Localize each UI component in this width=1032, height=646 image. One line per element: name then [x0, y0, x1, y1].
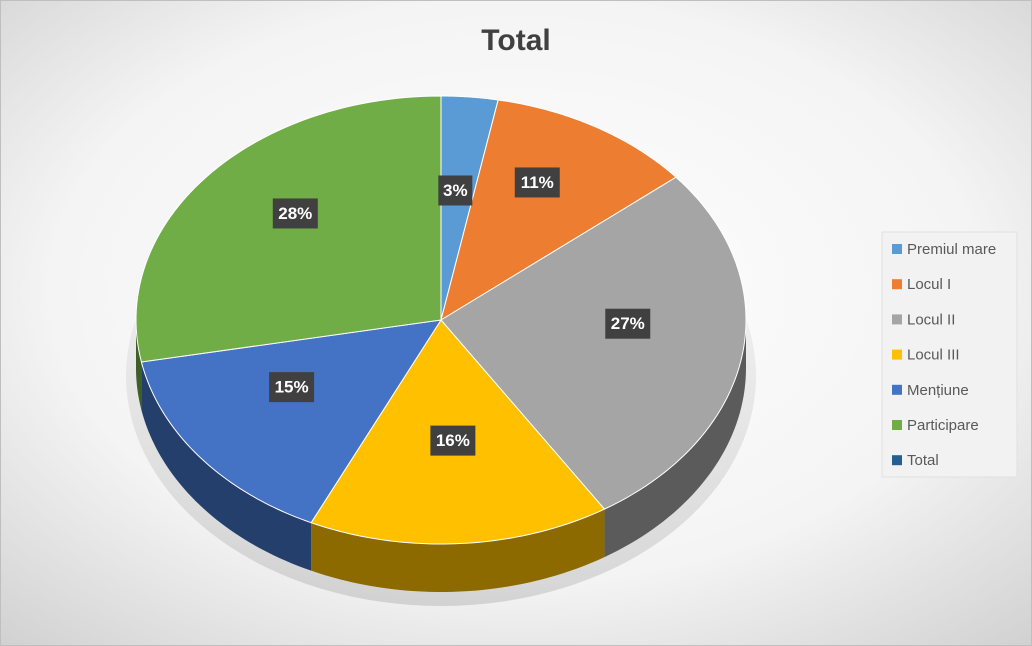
legend-swatch — [892, 420, 902, 430]
legend-swatch — [892, 279, 902, 290]
legend-label: Total — [907, 452, 939, 469]
legend-swatch — [892, 314, 902, 325]
legend-swatch — [892, 384, 902, 395]
legend-label: Locul II — [907, 311, 955, 328]
data-label-box — [605, 308, 651, 339]
data-label: 28% — [278, 204, 312, 223]
chart-title: Total — [481, 24, 550, 57]
slice — [440, 99, 677, 322]
data-label: 16% — [436, 431, 470, 450]
data-label: 27% — [611, 314, 645, 333]
legend-swatch — [892, 455, 902, 466]
slice — [440, 176, 747, 510]
data-label: 3% — [443, 181, 468, 200]
slice-side — [141, 361, 312, 571]
data-label-box — [438, 175, 473, 206]
data-label: 15% — [275, 378, 309, 397]
legend-label: Mențiune — [907, 382, 969, 399]
data-label: 11% — [521, 173, 554, 192]
slice-side — [311, 509, 605, 592]
legend-label: Locul I — [907, 276, 951, 293]
legend — [881, 231, 1018, 478]
legend-label: Participare — [907, 417, 979, 434]
legend-swatch — [892, 349, 902, 360]
slice-side — [604, 320, 746, 558]
data-label-box — [430, 425, 476, 456]
legend-label: Premiul mare — [907, 241, 996, 258]
data-label-box — [269, 372, 315, 403]
slice — [135, 95, 442, 363]
legend-label: Locul III — [907, 347, 960, 364]
slice — [140, 319, 443, 524]
data-label-box — [272, 198, 318, 229]
legend-swatch — [892, 244, 902, 254]
data-label-box — [514, 167, 560, 198]
